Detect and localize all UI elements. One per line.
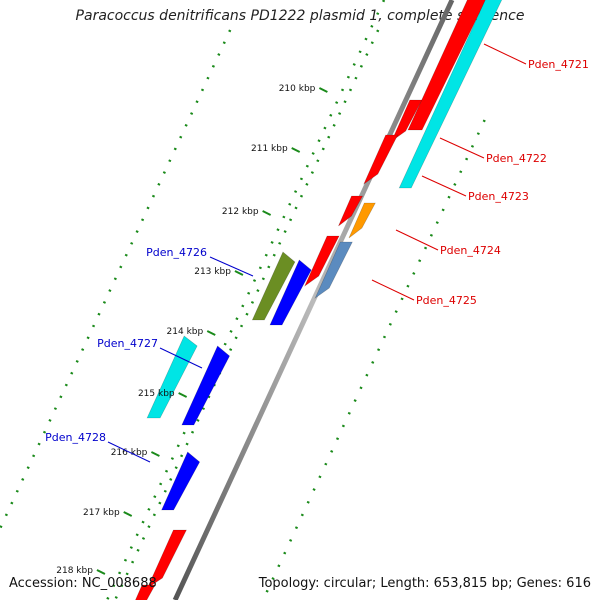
scale-tick-label: 216 kbp (111, 448, 148, 458)
gene-label-leader (371, 279, 415, 301)
scale-tick-mark (96, 569, 106, 575)
scale-tick-label: 214 kbp (167, 327, 204, 337)
gene-pden-4726-olive[interactable] (251, 251, 296, 321)
gene-pden-4728[interactable] (161, 451, 201, 511)
scale-tick-label: 215 kbp (138, 389, 175, 399)
scale-tick-mark (178, 392, 188, 398)
scale-tick-mark (318, 87, 328, 93)
gene-rrna-cyan-1[interactable] (398, 0, 504, 189)
gene-label-pden-4726[interactable]: Pden_4726 (146, 246, 207, 259)
gene-pden-4726[interactable] (269, 259, 312, 326)
scale-tick-mark (123, 511, 133, 517)
sequence-backbone (172, 0, 455, 600)
gene-label-pden-4727[interactable]: Pden_4727 (97, 337, 158, 350)
inner-dots-ring (0, 29, 232, 532)
topology-summary: Topology: circular; Length: 653,815 bp; … (258, 576, 591, 591)
gene-label-pden-4728[interactable]: Pden_4728 (45, 431, 106, 444)
inner-dots-ring-2 (105, 0, 386, 600)
scale-tick-label: 213 kbp (194, 267, 231, 277)
gene-pden-4722[interactable] (363, 134, 399, 185)
gene-cds-bottom-1[interactable] (146, 529, 187, 589)
outer-dots-ring (113, 29, 380, 600)
gene-label-pden-4723[interactable]: Pden_4723 (468, 190, 529, 203)
gene-label-pden-4722[interactable]: Pden_4722 (486, 152, 547, 165)
gene-pden-4723[interactable] (338, 195, 364, 227)
gene-label-leader (421, 175, 467, 197)
gene-label-leader (159, 347, 203, 369)
scale-tick-label: 217 kbp (83, 508, 120, 518)
scale-tick-mark (291, 147, 301, 153)
scale-tick-label: 218 kbp (56, 566, 93, 576)
scale-tick-mark (206, 330, 216, 336)
gene-cds-bottom-2[interactable] (128, 584, 156, 600)
gene-pden-4727[interactable] (181, 345, 230, 426)
gene-label-pden-4721[interactable]: Pden_4721 (528, 58, 589, 71)
gene-pden-4724[interactable] (348, 202, 376, 239)
gene-pden-4721[interactable] (407, 0, 489, 131)
scale-tick-mark (234, 270, 244, 276)
gene-pden-4725[interactable] (304, 235, 340, 287)
gene-pden-4727-cyan[interactable] (146, 335, 198, 419)
scale-tick-mark (262, 210, 272, 216)
gene-label-leader (209, 256, 254, 277)
gene-label-pden-4724[interactable]: Pden_4724 (440, 244, 501, 257)
scale-tick-mark (150, 451, 160, 457)
gene-pden-4721b[interactable] (390, 99, 423, 142)
scale-tick-label: 212 kbp (222, 207, 259, 217)
map-title: Paracoccus denitrificans PD1222 plasmid … (75, 8, 525, 24)
gene-label-leader (395, 229, 439, 251)
gene-pden-4725b[interactable] (314, 241, 353, 299)
gene-label-pden-4725[interactable]: Pden_4725 (416, 294, 477, 307)
scale-tick-label: 211 kbp (251, 144, 288, 154)
accession-text: Accession: NC_008688 (9, 576, 157, 591)
gene-label-leader (439, 137, 485, 159)
scale-tick-label: 210 kbp (279, 84, 316, 94)
gene-label-leader (107, 441, 151, 463)
gene-label-leader (483, 43, 527, 65)
